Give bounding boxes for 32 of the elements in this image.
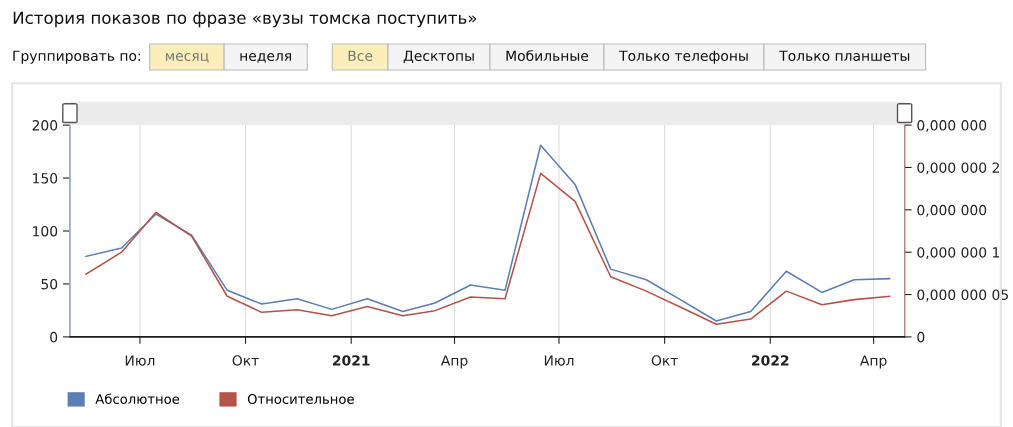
text: неделя bbox=[240, 53, 292, 63]
x-tick-label: 2022 bbox=[752, 355, 789, 366]
line-series bbox=[85, 144, 891, 322]
legend-label: Относительное bbox=[247, 394, 354, 404]
chart-title: История показов по фразе «вузы томска поступить» bbox=[13, 11, 477, 28]
line-series bbox=[85, 172, 891, 325]
x-tick-label: Апр bbox=[440, 355, 468, 369]
x-tick-label: Окт bbox=[651, 355, 678, 366]
x-tick-label: Июл bbox=[125, 355, 155, 366]
x-tick-label: Апр bbox=[860, 355, 887, 369]
y2-tick-label: 0,000 000 bbox=[917, 120, 987, 132]
text: Группировать по: bbox=[13, 50, 141, 64]
y-tick-label: 50 bbox=[41, 278, 58, 290]
y-tick-label: 0 bbox=[50, 331, 58, 343]
y-tick-label: 100 bbox=[33, 225, 58, 237]
text: Мобильные bbox=[506, 50, 589, 62]
x-tick-label: 2021 bbox=[332, 355, 370, 366]
y2-tick-label: 0,000 000 05 bbox=[917, 289, 1008, 302]
y2-tick-label: 0 bbox=[917, 331, 925, 343]
y2-tick-label: 0,000 000 bbox=[917, 204, 987, 217]
text: Все bbox=[348, 50, 373, 62]
text: Десктопы bbox=[403, 50, 474, 64]
y-tick-label: 150 bbox=[33, 173, 58, 184]
y-tick-label: 200 bbox=[32, 120, 58, 131]
y2-tick-label: 0,000 000 2 bbox=[917, 162, 999, 175]
x-tick-label: Окт bbox=[232, 355, 259, 366]
legend-label: Абсолютное bbox=[95, 393, 180, 404]
text: Только телефоны bbox=[619, 50, 748, 64]
y2-tick-label: 0,000 000 1 bbox=[917, 247, 1000, 260]
text: месяц bbox=[165, 53, 209, 63]
x-tick-label: Июл bbox=[544, 355, 574, 366]
text: Только планшеты bbox=[779, 50, 910, 62]
